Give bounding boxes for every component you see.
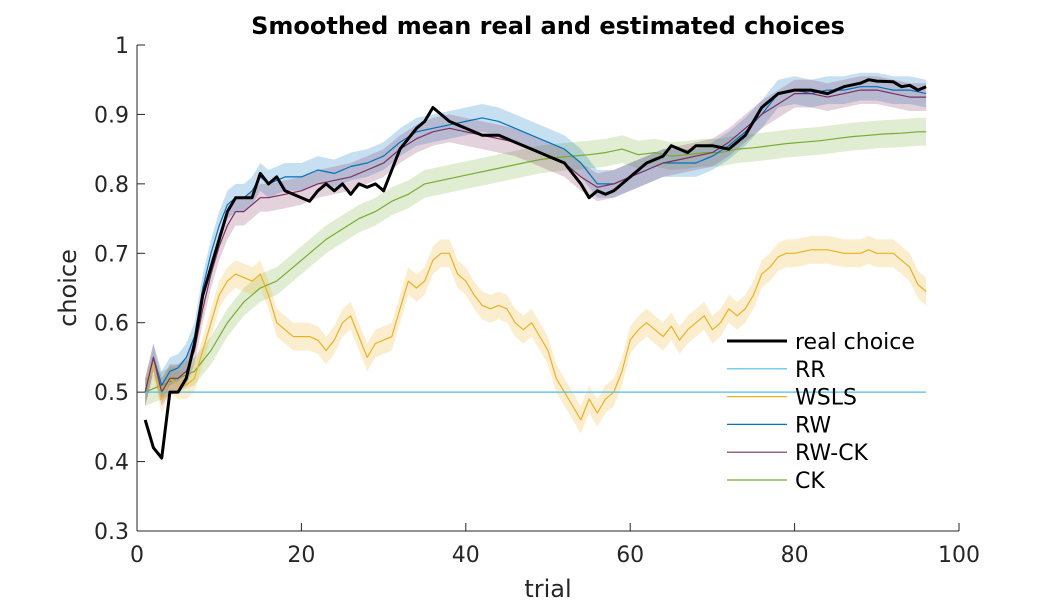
x-tick-label: 0: [130, 543, 144, 568]
x-tick-label: 80: [781, 543, 809, 568]
series-line-ck: [144, 131, 927, 393]
y-tick-label: 0.6: [94, 312, 129, 337]
band-rw-ck: [145, 76, 927, 406]
legend-label-rw-ck: RW-CK: [795, 441, 869, 466]
x-axis-label: trial: [524, 575, 571, 603]
confidence-bands: [145, 72, 927, 434]
y-axis-label: choice: [54, 249, 82, 327]
legend-label-real-choice: real choice: [795, 330, 915, 355]
y-tick-label: 0.8: [94, 173, 129, 198]
x-tick-label: 40: [452, 543, 480, 568]
y-tick-label: 0.4: [94, 451, 129, 476]
series-line-rw-ck: [144, 89, 927, 393]
y-tick-label: 0.9: [94, 103, 129, 128]
legend-label-ck: CK: [795, 469, 825, 494]
series-line-wsls: [144, 249, 927, 421]
legend-label-rw: RW: [795, 413, 831, 438]
band-rw: [145, 72, 927, 407]
x-tick-label: 60: [616, 543, 644, 568]
axes: [136, 45, 959, 532]
y-tick-label: 0.5: [94, 381, 129, 406]
chart-title: Smoothed mean real and estimated choices: [251, 12, 845, 40]
x-tick-label: 100: [938, 543, 980, 568]
band-ck: [145, 117, 927, 407]
legend-label-wsls: WSLS: [795, 386, 857, 411]
legend-label-rr: RR: [795, 358, 826, 383]
band-wsls: [145, 235, 927, 434]
y-tick-label: 0.3: [94, 520, 129, 545]
y-tick-label: 0.7: [94, 242, 129, 267]
x-tick-label: 20: [287, 543, 315, 568]
y-tick-label: 1: [115, 34, 129, 59]
ticks: 0 20 40 60 80 100 0.3 0.4 0.5 0.6 0.7 0.8 0.9 1: [94, 34, 980, 568]
series-lines: [143, 78, 927, 460]
series-line-real-choice: [143, 78, 927, 460]
